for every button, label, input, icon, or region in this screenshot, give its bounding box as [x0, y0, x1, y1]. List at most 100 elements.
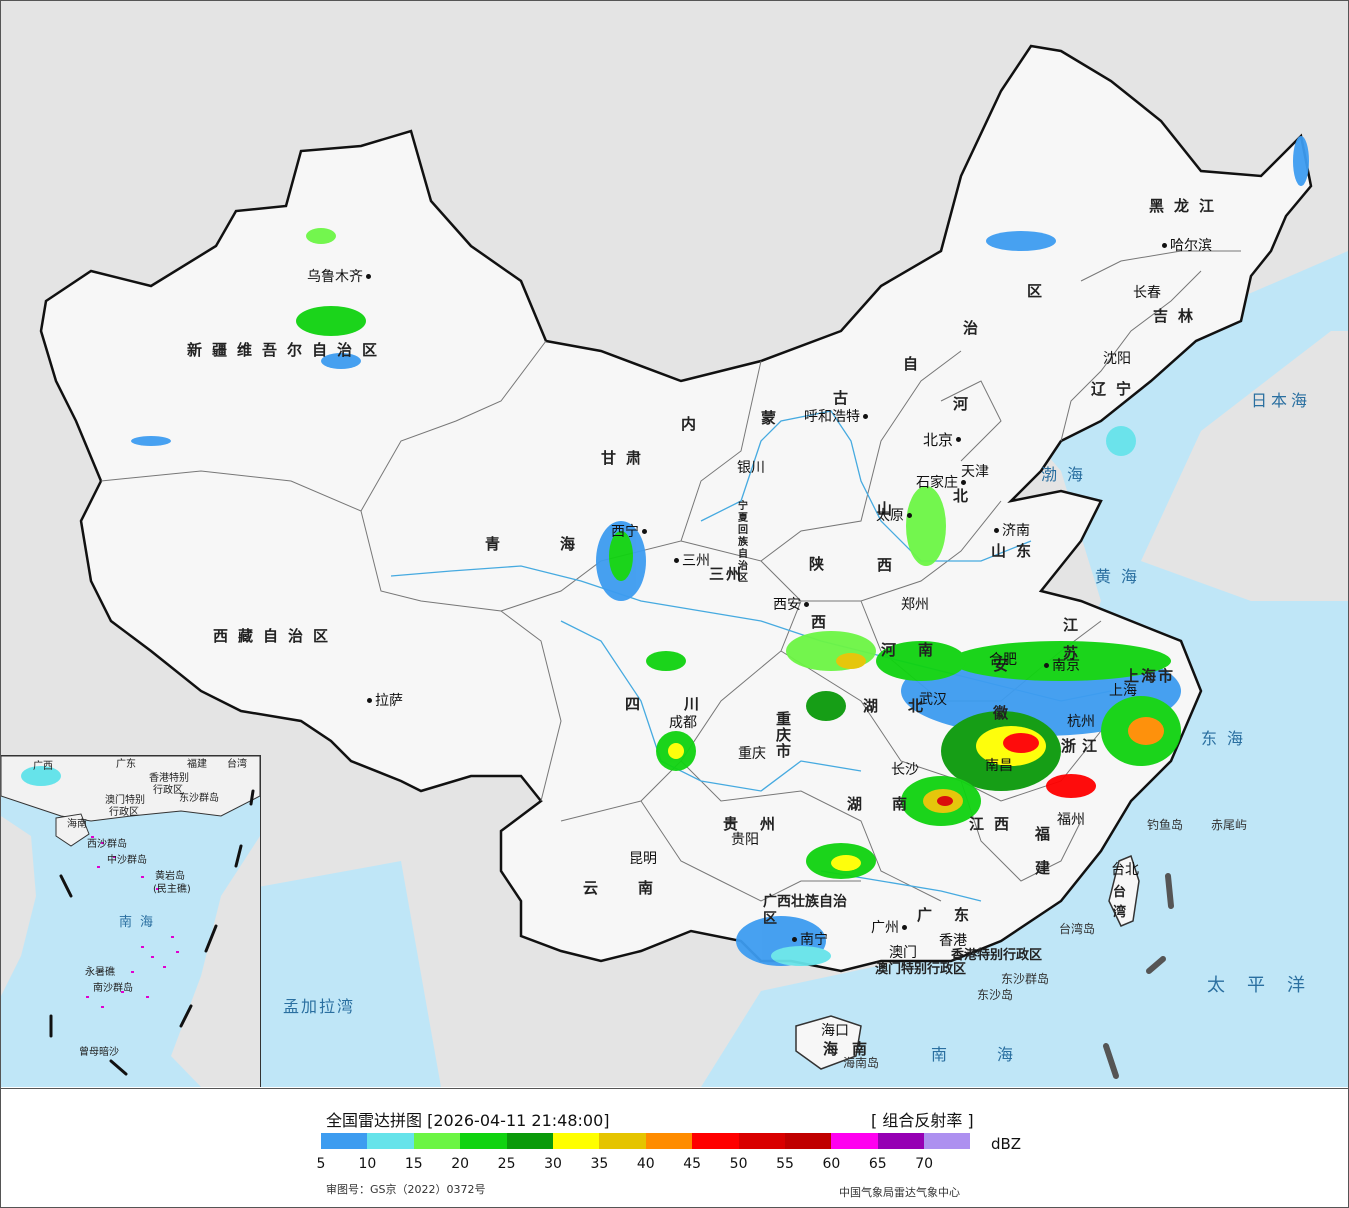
- city-harbin: 哈尔滨: [1159, 239, 1212, 253]
- province-qinghai: 青海: [485, 535, 636, 553]
- scale-tick: 35: [590, 1156, 609, 1172]
- inset-nansha: 南沙群岛: [93, 983, 133, 994]
- hainan-outline: [795, 1015, 862, 1070]
- inset-macau: 澳门特别: [105, 795, 145, 806]
- city-hohhot: 呼和浩特: [804, 410, 871, 424]
- inset-zhongsha: 中沙群岛: [107, 855, 147, 866]
- color-segment-6: [599, 1133, 646, 1149]
- city-hefei: 合肥: [989, 652, 1017, 668]
- sea-bohai: 渤海: [1041, 465, 1094, 484]
- city-guangzhou: 广州: [871, 921, 910, 935]
- island-hainan: 海南岛: [843, 1056, 880, 1070]
- city-taiyuan: 太原: [876, 509, 915, 523]
- city-shenyang: 沈阳: [1103, 351, 1131, 367]
- scale-tick: 65: [868, 1156, 887, 1172]
- sea-bengal: 孟加拉湾: [283, 997, 356, 1016]
- province-xizang: 西藏自治区: [213, 627, 339, 645]
- city-macau: 澳门: [889, 945, 917, 961]
- province-henan: 河南: [881, 641, 956, 659]
- city-nanjing: 南京: [1041, 659, 1080, 673]
- city-chengdu: 成都: [669, 715, 697, 731]
- province-yunnan: 云南: [583, 879, 694, 897]
- city-changchun: 长春: [1133, 285, 1161, 301]
- province-hunan: 湖南: [847, 795, 938, 813]
- scale-tick: 15: [404, 1156, 423, 1172]
- province-jiangsu: 江苏: [1063, 616, 1079, 662]
- color-segment-0: [321, 1133, 368, 1149]
- province-hongkong: 香港特别行政区: [951, 948, 1043, 963]
- inset-dongsha: 东沙群岛: [179, 793, 219, 804]
- province-taiwan: 台湾: [1113, 885, 1127, 920]
- province-xinjiang: 新疆维吾尔自治区: [187, 341, 388, 359]
- province-shaanxi-2: 西: [811, 613, 837, 631]
- city-kunming: 昆明: [629, 851, 657, 867]
- province-guizhou: 贵州: [723, 815, 798, 833]
- province-anhui: 安徽: [993, 656, 1009, 722]
- province-macau: 澳门特别行政区: [875, 962, 967, 977]
- province-gansu-label: 三州: [709, 565, 744, 583]
- color-segment-3: [460, 1133, 507, 1149]
- scale-tick: 50: [729, 1156, 748, 1172]
- city-lanzhou: 三州: [671, 554, 710, 568]
- city-xining: 西宁: [611, 525, 650, 539]
- color-segment-13: [924, 1133, 971, 1149]
- province-neimenggu-4: 自: [903, 355, 929, 373]
- taiwan-outline: [1108, 854, 1140, 927]
- scale-tick: 40: [636, 1156, 655, 1172]
- province-gansu: 甘肃: [601, 449, 652, 467]
- color-segment-7: [645, 1133, 693, 1149]
- inset-taiwan: 台湾: [227, 759, 247, 770]
- city-yinchuan: 银川: [737, 460, 765, 476]
- city-guiyang: 贵阳: [731, 832, 759, 848]
- province-jiangxi: 江西: [969, 815, 1020, 833]
- province-shandong: 山东: [991, 542, 1042, 560]
- color-scale-bar: [321, 1133, 971, 1149]
- city-shanghai: 上海: [1109, 683, 1137, 699]
- province-zhejiang: 浙江: [1061, 737, 1104, 755]
- province-hebei-2: 北: [953, 487, 979, 505]
- city-beijing: 北京: [923, 433, 964, 448]
- city-nanchang: 南昌: [985, 758, 1013, 774]
- color-segment-12: [877, 1133, 925, 1149]
- scale-tick: 45: [683, 1156, 702, 1172]
- color-segment-10: [784, 1133, 832, 1149]
- province-liaoning: 辽宁: [1091, 380, 1142, 398]
- china-radar-map[interactable]: 新疆维吾尔自治区 西藏自治区 青海 甘肃 内 蒙 古 自 治 区 黑龙江 吉林 …: [1, 1, 1348, 1087]
- scale-tick: 5: [316, 1156, 326, 1172]
- unit-label: dBZ: [991, 1135, 1022, 1153]
- province-neimenggu-3: 古: [833, 389, 859, 407]
- city-taipei: 台北: [1111, 862, 1139, 878]
- inset-macau2: 行政区: [109, 807, 139, 818]
- province-neimenggu-6: 区: [1027, 282, 1053, 300]
- inset-zengmu: 曾母暗沙: [79, 1047, 119, 1058]
- province-ningxia: 宁夏回族自治区: [738, 501, 748, 584]
- city-xian: 西安: [773, 598, 812, 612]
- inset-xisha: 西沙群岛: [87, 839, 127, 850]
- inset-yongshu: 永暑礁: [85, 967, 115, 978]
- inset-guangdong: 广东: [116, 759, 136, 770]
- inset-canvas: [1, 756, 260, 1087]
- province-shanghai: 上海市: [1124, 667, 1176, 685]
- sea-south: 南海: [931, 1045, 1064, 1064]
- province-guangxi: 广西壮族自治区: [763, 894, 847, 927]
- island-dongsha-islands: 东沙群岛: [1001, 972, 1050, 986]
- scale-tick: 20: [451, 1156, 470, 1172]
- sea-yellow: 黄海: [1095, 567, 1148, 586]
- province-hubei: 湖北: [863, 697, 954, 715]
- scale-tick: 55: [776, 1156, 794, 1172]
- legend-panel: 全国雷达拼图 [2026-04-11 21:48:00] [ 组合反射率 ] d…: [1, 1088, 1348, 1207]
- inset-fujian: 福建: [187, 759, 207, 770]
- color-segment-5: [552, 1133, 600, 1149]
- inset-huangyan: 黄岩岛: [155, 871, 185, 882]
- city-jinan: 济南: [991, 524, 1030, 538]
- color-segment-11: [831, 1133, 878, 1149]
- city-tianjin: 天津: [961, 464, 989, 480]
- city-hongkong: 香港: [939, 933, 967, 949]
- south-china-sea-inset: 广西 广东 福建 台湾 香港特别 行政区 澳门特别 行政区 东沙群岛 海南 西沙…: [1, 755, 261, 1087]
- map-canvas: [39, 44, 1348, 1087]
- color-segment-2: [413, 1133, 461, 1149]
- mosaic-title: 全国雷达拼图 [2026-04-11 21:48:00]: [326, 1111, 610, 1130]
- province-neimenggu-2: 蒙: [761, 409, 787, 427]
- city-haikou: 海口: [821, 1023, 849, 1039]
